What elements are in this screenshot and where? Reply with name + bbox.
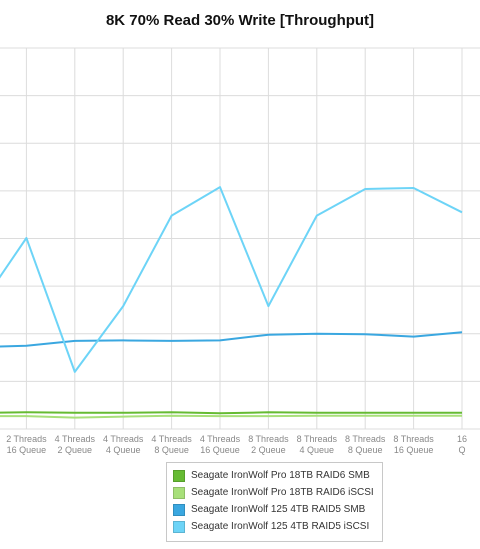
x-tick-label: 4 Queue xyxy=(300,445,335,455)
legend-label: Seagate IronWolf 125 4TB RAID5 iSCSI xyxy=(191,521,370,532)
legend-swatch xyxy=(173,503,185,516)
x-tick-label: Q xyxy=(458,445,465,455)
series-line-1 xyxy=(0,411,462,415)
x-tick-label: 8 Threads xyxy=(393,434,434,444)
x-tick-label: 4 Queue xyxy=(106,445,141,455)
x-tick-label: 8 Threads xyxy=(297,434,338,444)
x-tick-label: 4 Threads xyxy=(200,434,241,444)
x-tick-label: 8 Queue xyxy=(154,445,189,455)
x-tick-label: 16 Queue xyxy=(200,445,240,455)
x-tick-label: 2 Queue xyxy=(251,445,286,455)
legend-swatch xyxy=(173,486,185,499)
legend-label: Seagate IronWolf Pro 18TB RAID6 SMB xyxy=(191,470,370,481)
legend-swatch xyxy=(173,520,185,533)
legend-label: Seagate IronWolf Pro 18TB RAID6 iSCSI xyxy=(191,487,374,498)
series-line-3 xyxy=(0,331,463,348)
x-tick-label: 16 xyxy=(457,434,467,444)
series-line-4 xyxy=(0,186,463,373)
legend-item[interactable]: Seagate IronWolf Pro 18TB RAID6 iSCSI xyxy=(173,484,376,501)
x-tick-label: 8 Queue xyxy=(348,445,383,455)
x-tick-label: 4 Threads xyxy=(103,434,144,444)
legend-label: Seagate IronWolf 125 4TB RAID5 SMB xyxy=(191,504,366,515)
legend-swatch xyxy=(173,469,185,482)
legend: Seagate IronWolf Pro 18TB RAID6 SMB Seaga… xyxy=(166,462,383,542)
x-tick-label: 4 Threads xyxy=(55,434,96,444)
series-line-2 xyxy=(0,414,462,419)
x-tick-label: 8 Threads xyxy=(248,434,289,444)
x-tick-label: 4 Threads xyxy=(151,434,192,444)
x-tick-label: 16 Queue xyxy=(7,445,47,455)
x-tick-label: 2 Queue xyxy=(58,445,93,455)
legend-item[interactable]: Seagate IronWolf 125 4TB RAID5 iSCSI xyxy=(173,518,376,535)
legend-item[interactable]: Seagate IronWolf Pro 18TB RAID6 SMB xyxy=(173,467,376,484)
x-tick-label: 16 Queue xyxy=(394,445,434,455)
legend-item[interactable]: Seagate IronWolf 125 4TB RAID5 SMB xyxy=(173,501,376,518)
x-tick-label: 2 Threads xyxy=(6,434,47,444)
x-tick-label: 8 Threads xyxy=(345,434,386,444)
chart-title: 8K 70% Read 30% Write [Throughput] xyxy=(105,12,375,29)
